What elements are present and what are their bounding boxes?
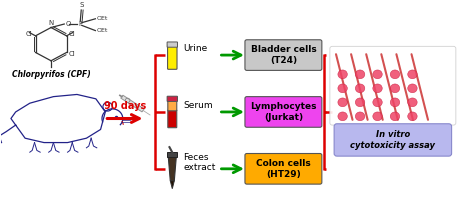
Text: OEt: OEt: [97, 28, 108, 33]
Text: S: S: [79, 2, 83, 8]
Circle shape: [356, 98, 365, 107]
Circle shape: [390, 98, 400, 107]
Circle shape: [338, 98, 347, 107]
Text: Urine: Urine: [183, 44, 208, 54]
Circle shape: [390, 70, 400, 79]
Polygon shape: [121, 95, 144, 112]
Circle shape: [373, 70, 382, 79]
Text: Cl: Cl: [26, 31, 32, 37]
Circle shape: [356, 112, 365, 121]
Text: OEt: OEt: [97, 16, 108, 21]
Circle shape: [373, 112, 382, 121]
Text: Lymphocytes
(Jurkat): Lymphocytes (Jurkat): [250, 102, 317, 122]
FancyBboxPatch shape: [168, 97, 177, 111]
Circle shape: [356, 70, 365, 79]
Text: Feces
extract: Feces extract: [183, 153, 216, 172]
Text: Colon cells
(HT29): Colon cells (HT29): [256, 159, 311, 179]
Circle shape: [356, 84, 365, 93]
Polygon shape: [167, 153, 177, 157]
Polygon shape: [170, 181, 174, 189]
FancyBboxPatch shape: [168, 110, 177, 128]
Circle shape: [390, 112, 400, 121]
Circle shape: [338, 84, 347, 93]
Circle shape: [408, 70, 417, 79]
FancyBboxPatch shape: [245, 97, 322, 127]
Circle shape: [408, 112, 417, 121]
Circle shape: [373, 98, 382, 107]
Text: Chlorpyrifos (CPF): Chlorpyrifos (CPF): [12, 70, 91, 79]
Text: Bladder cells
(T24): Bladder cells (T24): [251, 45, 316, 65]
Circle shape: [338, 70, 347, 79]
Text: 90 days: 90 days: [104, 101, 146, 111]
Text: Cl: Cl: [69, 31, 76, 37]
Polygon shape: [168, 157, 176, 181]
Circle shape: [373, 84, 382, 93]
FancyBboxPatch shape: [167, 96, 177, 101]
Text: Serum: Serum: [183, 101, 213, 110]
Circle shape: [408, 84, 417, 93]
Circle shape: [338, 112, 347, 121]
Text: O: O: [66, 21, 71, 27]
Text: N: N: [48, 20, 54, 26]
FancyBboxPatch shape: [334, 124, 452, 156]
FancyBboxPatch shape: [245, 153, 322, 184]
Circle shape: [390, 84, 400, 93]
Text: In vitro
cytotoxicity assay: In vitro cytotoxicity assay: [350, 130, 435, 150]
Text: P: P: [79, 21, 83, 27]
Text: Cl: Cl: [69, 51, 76, 57]
FancyBboxPatch shape: [330, 46, 456, 125]
FancyBboxPatch shape: [167, 42, 177, 47]
Circle shape: [408, 98, 417, 107]
FancyBboxPatch shape: [245, 40, 322, 70]
FancyBboxPatch shape: [168, 45, 177, 69]
